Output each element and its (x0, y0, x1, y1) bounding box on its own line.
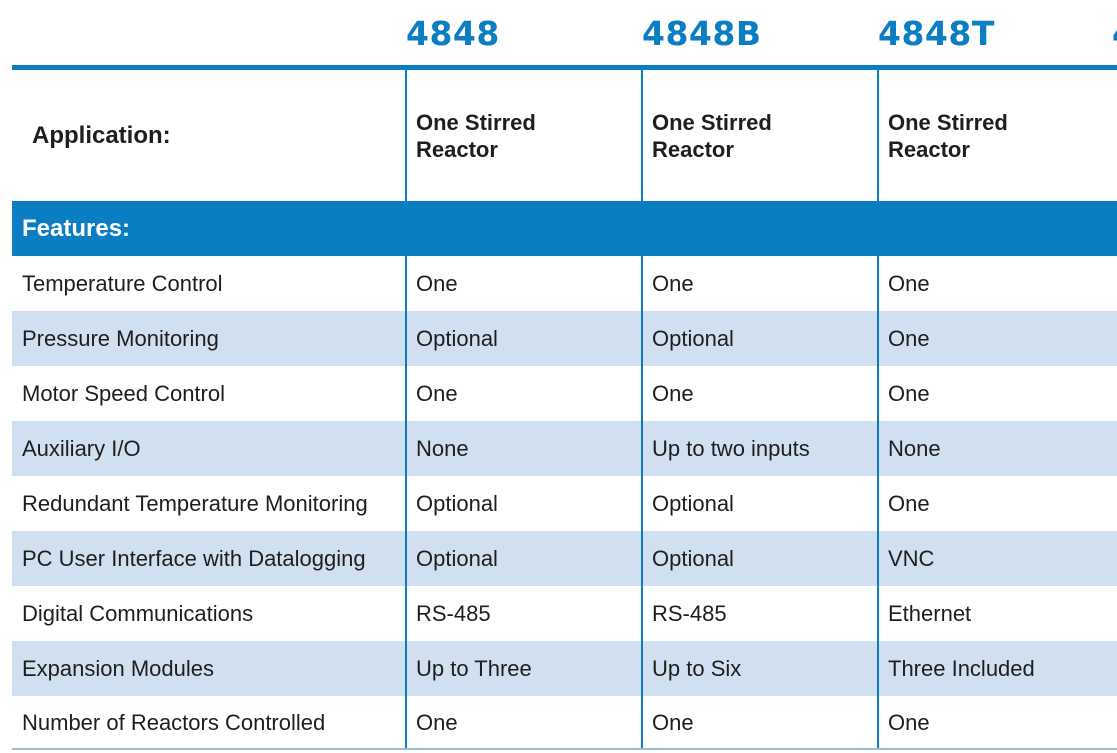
feature-value: Ethernet (888, 600, 972, 626)
column-divider (641, 70, 643, 750)
feature-value: One (416, 380, 458, 406)
table-row: Motor Speed Control One One One (12, 366, 1117, 421)
model-name: 4848B (642, 14, 762, 53)
feature-label: Pressure Monitoring (22, 325, 219, 351)
feature-value: One (652, 380, 694, 406)
table-row: PC User Interface with Datalogging Optio… (12, 531, 1117, 586)
feature-value: None (416, 435, 469, 461)
feature-value: One (888, 490, 930, 516)
feature-value: None (888, 435, 941, 461)
feature-value: Up to two inputs (652, 435, 810, 461)
column-divider (405, 70, 407, 750)
application-row: Application: One Stirred Reactor One Sti… (12, 70, 1117, 201)
feature-value: VNC (888, 545, 935, 571)
feature-value: One (652, 270, 694, 296)
feature-label: Digital Communications (22, 600, 254, 626)
table-row: Digital Communications RS-485 RS-485 Eth… (12, 586, 1117, 641)
column-divider (877, 70, 879, 750)
feature-value: Up to Three (416, 655, 532, 681)
feature-value: One (652, 710, 694, 735)
feature-value: Optional (652, 490, 734, 516)
feature-value: Optional (416, 325, 498, 351)
feature-value: RS-485 (416, 600, 491, 626)
header-divider (12, 65, 1117, 70)
table-row: Redundant Temperature Monitoring Optiona… (12, 476, 1117, 531)
application-label: Application: (32, 121, 171, 149)
comparison-table: Application: One Stirred Reactor One Sti… (12, 70, 1117, 750)
features-header-row: Features: (12, 201, 1117, 256)
feature-value: Optional (416, 490, 498, 516)
model-name: 4848T (878, 14, 995, 53)
feature-value: Optional (652, 325, 734, 351)
feature-label: Number of Reactors Controlled (22, 710, 326, 735)
feature-label: Motor Speed Control (22, 380, 225, 406)
feature-value: Up to Six (652, 655, 742, 681)
model-header: 4848 4848B 4848T 4 (0, 0, 1117, 66)
application-value: One Stirred Reactor (888, 109, 1008, 162)
feature-label: Expansion Modules (22, 655, 215, 681)
model-name: 4848 (406, 14, 500, 53)
features-label: Features: (22, 214, 131, 242)
feature-value: One (416, 710, 458, 735)
application-value: One Stirred Reactor (652, 109, 772, 162)
model-name: 4 (1112, 12, 1117, 56)
table-row: Number of Reactors Controlled One One On… (12, 696, 1117, 750)
feature-label: Auxiliary I/O (22, 435, 141, 461)
feature-label: Temperature Control (22, 270, 223, 296)
application-value: One Stirred Reactor (416, 109, 536, 162)
feature-value: One (888, 380, 930, 406)
table-row: Pressure Monitoring Optional Optional On… (12, 311, 1117, 366)
table-row: Auxiliary I/O None Up to two inputs None (12, 421, 1117, 476)
table-row: Temperature Control One One One (12, 256, 1117, 311)
feature-value: RS-485 (652, 600, 727, 626)
feature-value: One (888, 270, 930, 296)
table-bottom-border (12, 748, 1117, 750)
table-row: Expansion Modules Up to Three Up to Six … (12, 641, 1117, 696)
feature-label: PC User Interface with Datalogging (22, 545, 366, 571)
feature-label: Redundant Temperature Monitoring (22, 490, 368, 516)
feature-value: Three Included (888, 655, 1035, 681)
feature-value: Optional (652, 545, 734, 571)
feature-value: One (888, 710, 930, 735)
feature-value: Optional (416, 545, 498, 571)
feature-value: One (416, 270, 458, 296)
feature-value: One (888, 325, 930, 351)
